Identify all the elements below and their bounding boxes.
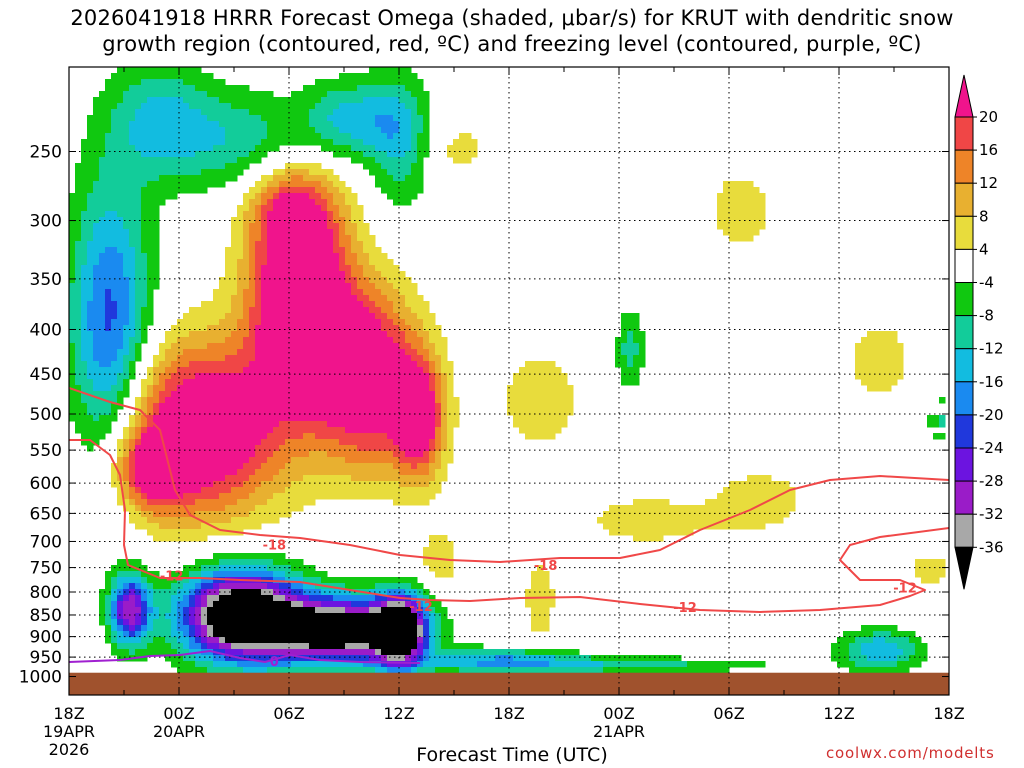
colorbar-bin: [954, 513, 974, 548]
colorbar-bin: [954, 282, 974, 317]
colorbar-bin: [954, 116, 974, 151]
x-tick-label: 18Z: [53, 704, 84, 723]
contour-label: -18: [263, 539, 287, 554]
x-tick-date: 19APR: [43, 722, 95, 741]
y-tick-label: 950: [30, 648, 62, 668]
x-tick-label: 18Z: [933, 704, 964, 723]
y-tick-label: 600: [30, 474, 62, 494]
contour-freezing: [69, 650, 421, 664]
chart-title-line-1: 2026041918 HRRR Forecast Omega (shaded, …: [70, 6, 954, 30]
y-tick-label: 650: [30, 504, 62, 524]
chart-title-line-2: growth region (contoured, red, ºC) and f…: [102, 32, 922, 56]
contour-label: 0: [270, 655, 279, 670]
y-tick-label: 350: [30, 270, 62, 290]
colorbar-label: 8: [979, 207, 989, 225]
colorbar-label: -28: [979, 472, 1004, 490]
colorbar-bin: [954, 248, 974, 283]
colorbar-label: 16: [979, 141, 998, 159]
contour-label: -12: [673, 601, 697, 616]
x-tick-label: 12Z: [383, 704, 414, 723]
x-tick-label: 06Z: [713, 704, 744, 723]
colorbar-bin: [954, 348, 974, 383]
colorbar-bin: [954, 447, 974, 482]
x-tick-label: 00Z: [163, 704, 194, 723]
x-tick-year: 2026: [49, 740, 90, 759]
colorbar-label: -32: [979, 505, 1004, 523]
colorbar-bin: [954, 414, 974, 449]
colorbar-label: 20: [979, 108, 998, 126]
y-tick-label: 900: [30, 628, 62, 648]
colorbar-label: -20: [979, 406, 1004, 424]
omega-shading: [69, 67, 949, 695]
colorbar-arrow-bottom: [954, 546, 974, 590]
colorbar-arrow-top: [954, 74, 974, 118]
y-tick-label: 800: [30, 583, 62, 603]
colorbar-label: -12: [979, 340, 1004, 358]
contour-label: -12: [160, 570, 184, 585]
colorbar-label: 12: [979, 174, 998, 192]
y-tick-label: 400: [30, 321, 62, 341]
credit-link[interactable]: coolwx.com/modelts: [826, 744, 995, 762]
colorbar-bin: [954, 149, 974, 184]
y-tick-label: 850: [30, 606, 62, 626]
y-tick-label: 500: [30, 405, 62, 425]
x-tick-date: 20APR: [153, 722, 205, 741]
y-tick-label: 550: [30, 441, 62, 461]
colorbar: 20 16 12 8 4 -4 -8 -12 -16 -20 -24 -28 -32 -36: [954, 74, 1004, 590]
y-tick-label: 750: [30, 559, 62, 579]
contour-label: -12: [893, 581, 917, 596]
grid-lines: [69, 67, 949, 695]
y-tick-label: 450: [30, 365, 62, 385]
contour-minus18: [69, 387, 949, 563]
y-tick-label: 1000: [19, 668, 62, 688]
contour-label: -12: [409, 600, 433, 615]
x-tick-label: 12Z: [823, 704, 854, 723]
colorbar-label: 4: [979, 240, 989, 258]
colorbar-label: -4: [979, 274, 994, 292]
colorbar-label: -8: [979, 307, 994, 325]
colorbar-bin: [954, 480, 974, 515]
colorbar-bin: [954, 381, 974, 416]
y-tick-label: 250: [30, 143, 62, 163]
colorbar-bin: [954, 215, 974, 250]
colorbar-bin: [954, 315, 974, 350]
x-tick-label: 18Z: [493, 704, 524, 723]
colorbar-label: -36: [979, 538, 1004, 556]
colorbar-label: -16: [979, 373, 1004, 391]
x-axis-title: Forecast Time (UTC): [416, 744, 608, 766]
x-tick-label: 00Z: [603, 704, 634, 723]
colorbar-bin: [954, 182, 974, 217]
colorbar-label: -24: [979, 439, 1004, 457]
contour-minus12: [69, 439, 949, 613]
x-tick-date: 21APR: [593, 722, 645, 741]
y-axis: 2503003504004505005506006507007508008509…: [19, 143, 949, 688]
x-tick-label: 06Z: [273, 704, 304, 723]
y-tick-label: 700: [30, 532, 62, 552]
temperature-contours: -18 -18 -12 -12 -12 -12 0: [69, 387, 949, 670]
contour-label: -18: [534, 559, 558, 574]
y-tick-label: 300: [30, 212, 62, 232]
